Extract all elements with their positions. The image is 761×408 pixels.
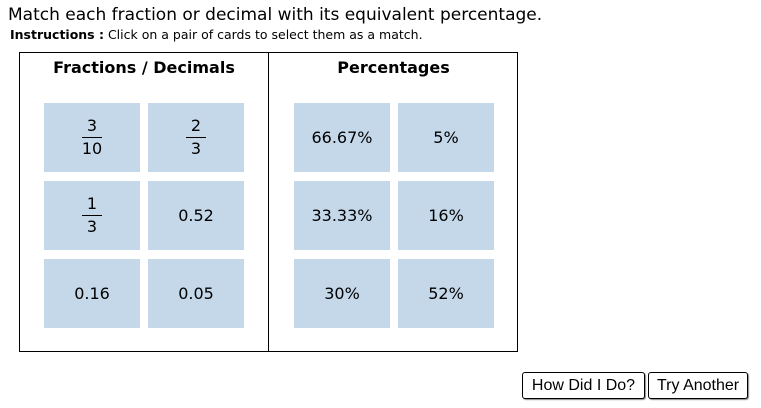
card-value: 0.16 <box>74 284 110 303</box>
denominator: 3 <box>86 217 98 236</box>
card-value: 0.05 <box>178 284 214 303</box>
card-value: 30% <box>324 284 360 303</box>
numerator: 2 <box>190 116 202 135</box>
fractions-decimals-heading: Fractions / Decimals <box>53 58 235 77</box>
fraction: 1 3 <box>82 194 102 237</box>
card-value: 16% <box>428 206 464 225</box>
fraction: 2 3 <box>186 116 206 159</box>
instructions-label: Instructions : <box>10 27 104 42</box>
percentage-card[interactable]: 52% <box>398 259 494 328</box>
fraction-bar <box>186 137 206 138</box>
percentage-card[interactable]: 66.67% <box>294 103 390 172</box>
fraction-card[interactable]: 1 3 <box>44 181 140 250</box>
how-did-i-do-button[interactable]: How Did I Do? <box>522 372 645 399</box>
denominator: 10 <box>81 139 103 158</box>
card-value: 5% <box>433 128 459 147</box>
percentage-card[interactable]: 16% <box>398 181 494 250</box>
fraction: 3 10 <box>81 116 103 159</box>
numerator: 3 <box>86 116 98 135</box>
column-divider <box>268 52 269 352</box>
activity-title: Match each fraction or decimal with its … <box>8 5 543 25</box>
card-value: 52% <box>428 284 464 303</box>
fraction-card[interactable]: 3 10 <box>44 103 140 172</box>
fraction-bar <box>82 215 102 216</box>
try-another-button[interactable]: Try Another <box>648 372 748 399</box>
percentage-card[interactable]: 33.33% <box>294 181 390 250</box>
percentage-card[interactable]: 5% <box>398 103 494 172</box>
percentage-card[interactable]: 30% <box>294 259 390 328</box>
instructions: Instructions : Click on a pair of cards … <box>10 27 423 42</box>
numerator: 1 <box>86 194 98 213</box>
fraction-bar <box>81 137 103 138</box>
percentages-heading: Percentages <box>337 58 450 77</box>
decimal-card[interactable]: 0.05 <box>148 259 244 328</box>
fraction-card[interactable]: 2 3 <box>148 103 244 172</box>
instructions-text: Click on a pair of cards to select them … <box>103 27 423 42</box>
denominator: 3 <box>190 139 202 158</box>
card-value: 33.33% <box>311 206 373 225</box>
decimal-card[interactable]: 0.52 <box>148 181 244 250</box>
card-value: 66.67% <box>311 128 373 147</box>
decimal-card[interactable]: 0.16 <box>44 259 140 328</box>
card-value: 0.52 <box>178 206 214 225</box>
